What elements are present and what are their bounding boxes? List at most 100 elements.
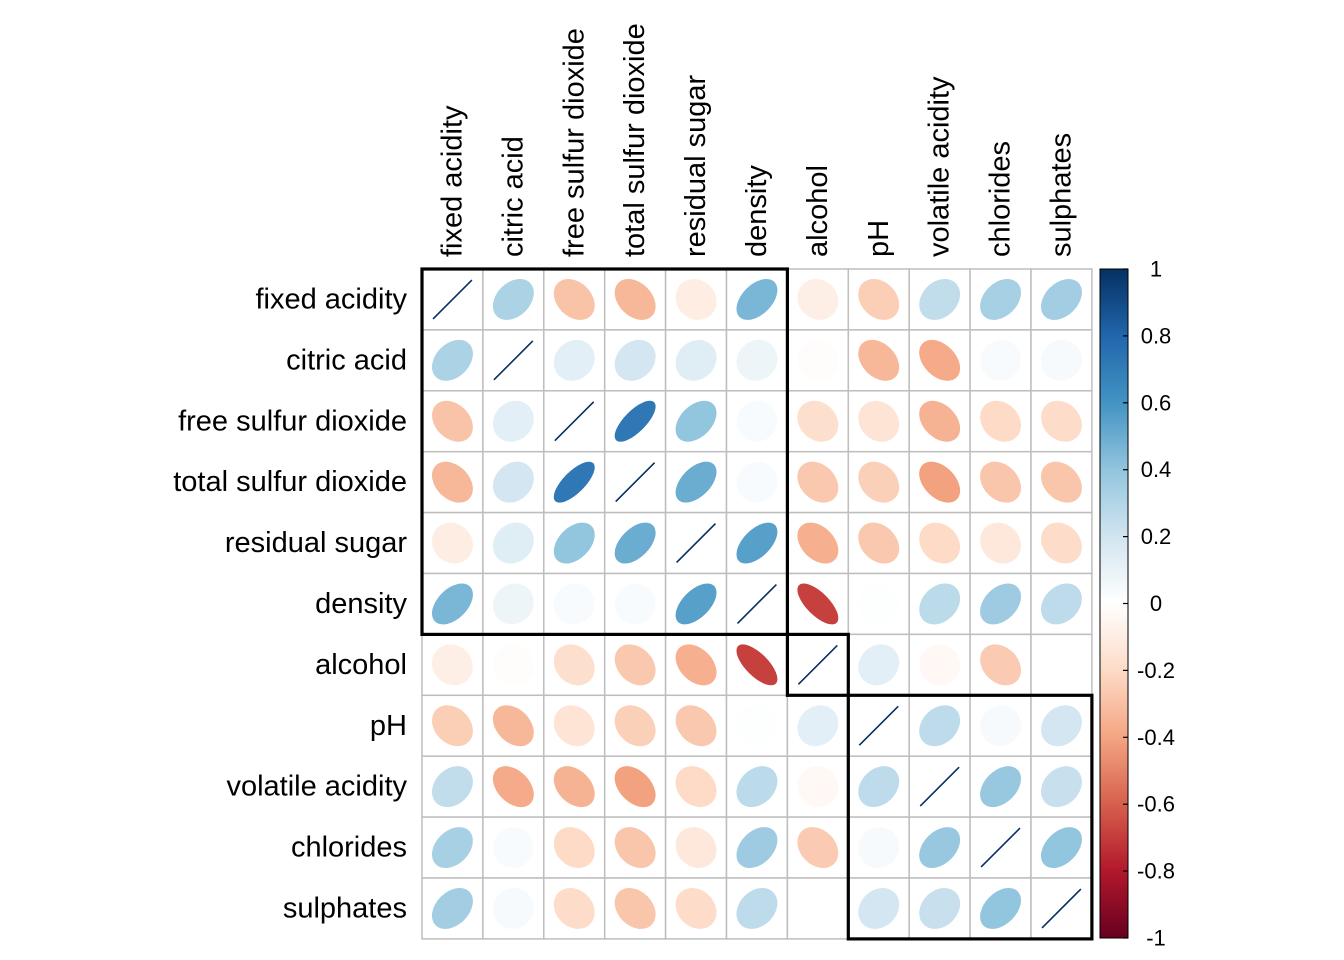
correlation-ellipse <box>736 827 778 869</box>
correlation-ellipse <box>614 339 656 381</box>
legend-tick-label: 0.4 <box>1141 457 1172 482</box>
legend-tick-label: -0.6 <box>1137 792 1175 817</box>
correlation-ellipse <box>675 278 717 320</box>
correlation-ellipse <box>675 705 717 747</box>
correlation-ellipse <box>797 400 839 442</box>
correlation-ellipse <box>736 400 778 442</box>
column-label: pH <box>863 220 895 257</box>
correlation-ellipse <box>492 827 534 869</box>
correlation-ellipse <box>1040 766 1082 808</box>
correlation-ellipse <box>431 522 473 564</box>
row-label: sulphates <box>283 892 407 924</box>
correlation-ellipse <box>553 278 595 320</box>
correlation-ellipse <box>675 644 717 686</box>
correlation-ellipse <box>858 339 900 381</box>
correlation-ellipse <box>614 766 656 808</box>
cluster-box <box>785 632 850 697</box>
correlation-ellipse <box>797 522 839 564</box>
correlation-ellipse <box>919 827 961 869</box>
cluster-box <box>420 267 789 636</box>
correlation-ellipse <box>431 644 473 686</box>
column-label: density <box>741 165 773 257</box>
row-label: chlorides <box>291 832 407 864</box>
column-label: volatile acidity <box>924 76 956 257</box>
column-label: residual sugar <box>680 75 712 257</box>
row-label: fixed acidity <box>255 283 407 315</box>
correlation-ellipse <box>553 827 595 869</box>
row-label: density <box>315 588 407 620</box>
row-label: pH <box>370 710 407 742</box>
correlation-ellipse <box>736 705 778 747</box>
correlation-ellipse <box>980 705 1022 747</box>
correlation-ellipse <box>797 583 839 625</box>
correlation-ellipse <box>919 400 961 442</box>
correlation-ellipse <box>858 400 900 442</box>
correlation-ellipse <box>980 644 1022 686</box>
correlation-ellipse <box>492 705 534 747</box>
legend-tick-label: 0.2 <box>1141 524 1172 549</box>
correlation-ellipse <box>858 278 900 320</box>
column-label: sulphates <box>1045 133 1077 257</box>
correlation-ellipse <box>919 339 961 381</box>
correlation-ellipse <box>614 644 656 686</box>
correlation-ellipse <box>797 827 839 869</box>
correlation-ellipse <box>431 705 473 747</box>
row-labels: fixed acidity citric acid free sulfur diox… <box>173 283 407 924</box>
column-label: fixed acidity <box>436 105 468 257</box>
correlation-ellipse <box>980 339 1022 381</box>
correlation-ellipse <box>431 461 473 503</box>
correlation-ellipse <box>1040 339 1082 381</box>
correlation-ellipse <box>797 705 839 747</box>
legend-tick-label: -0.2 <box>1137 658 1175 683</box>
correlation-ellipse <box>1040 278 1082 320</box>
color-legend: 1 0.8 0.6 0.4 0.2 0 -0.2 -0.4 -0.6 -0.8 -1 <box>1099 257 1175 951</box>
correlation-ellipse <box>1040 400 1082 442</box>
correlation-ellipse <box>675 827 717 869</box>
correlation-ellipse <box>980 583 1022 625</box>
correlation-ellipse <box>431 583 473 625</box>
correlation-ellipse <box>614 278 656 320</box>
correlation-ellipse <box>431 766 473 808</box>
correlation-ellipse <box>919 583 961 625</box>
correlation-ellipse <box>736 766 778 808</box>
legend-tick-label: -0.8 <box>1137 859 1175 884</box>
correlation-ellipse-diagonal <box>980 827 1021 868</box>
correlation-ellipse-diagonal <box>615 462 656 503</box>
correlation-ellipse <box>736 339 778 381</box>
correlation-ellipse <box>492 400 534 442</box>
correlation-ellipse-diagonal <box>858 705 899 746</box>
legend-tick-label: -1 <box>1146 926 1166 951</box>
grid-cell <box>847 268 910 331</box>
correlation-ellipse <box>736 887 778 929</box>
cluster-boxes <box>420 267 1094 941</box>
correlation-ellipse <box>675 583 717 625</box>
legend-tick-label: 1 <box>1150 257 1162 282</box>
correlation-ellipse <box>553 705 595 747</box>
correlation-ellipse-diagonal <box>554 401 595 442</box>
column-label: free sulfur dioxide <box>558 28 590 257</box>
matrix-cells <box>421 268 1093 940</box>
correlation-ellipse <box>736 461 778 503</box>
correlation-ellipse <box>919 278 961 320</box>
correlation-ellipse <box>675 400 717 442</box>
legend-tick-label: 0.8 <box>1141 323 1172 348</box>
correlation-ellipse <box>1040 461 1082 503</box>
correlation-ellipse <box>736 644 778 686</box>
correlation-ellipse <box>1040 827 1082 869</box>
correlation-ellipse-diagonal <box>1041 888 1082 929</box>
correlation-ellipse <box>492 522 534 564</box>
row-label: volatile acidity <box>226 771 407 803</box>
column-labels: fixed acidity citric acid free sulfur diox… <box>436 23 1077 257</box>
column-label: chlorides <box>985 141 1017 257</box>
correlation-ellipse-diagonal <box>676 523 717 564</box>
correlation-ellipse <box>614 887 656 929</box>
correlation-ellipse-diagonal <box>736 583 777 624</box>
correlation-ellipse <box>614 827 656 869</box>
correlation-ellipse <box>553 461 595 503</box>
correlation-ellipse <box>675 339 717 381</box>
column-label: alcohol <box>802 165 834 257</box>
correlation-ellipse <box>614 400 656 442</box>
column-label: citric acid <box>497 136 529 257</box>
correlation-ellipse-diagonal <box>797 644 838 685</box>
